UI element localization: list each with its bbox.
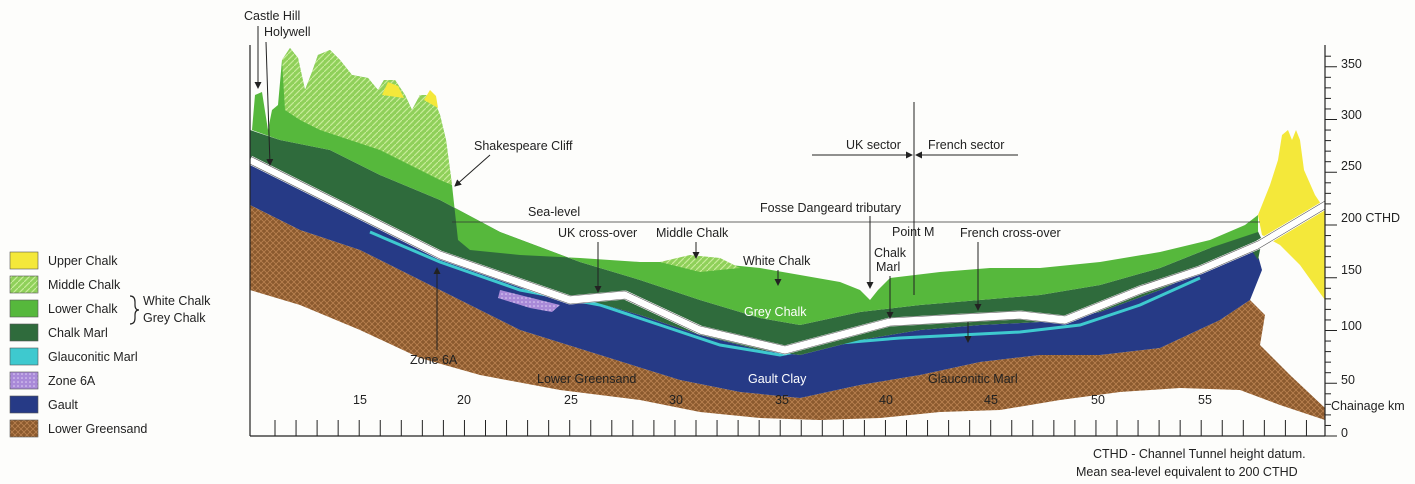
fosse-label: Fosse Dangeard tributary xyxy=(760,201,902,215)
chainage-tick-label: 30 xyxy=(669,393,683,407)
french-sector-label: French sector xyxy=(928,138,1004,152)
height-tick-label: 100 xyxy=(1341,319,1362,333)
legend-label-zone-6a: Zone 6A xyxy=(48,374,96,388)
zone-6a-layer xyxy=(498,290,560,312)
height-tick-labels: 350 300 250 200 CTHD 150 100 50 0 xyxy=(1341,57,1400,440)
chainage-tick-label: 25 xyxy=(564,393,578,407)
height-ticks xyxy=(1325,55,1337,437)
upper-chalk-left-1 xyxy=(382,82,404,98)
grey-chalk-label: Grey Chalk xyxy=(744,305,807,319)
legend-swatch-glauconitic-marl xyxy=(9,347,39,366)
chainage-axis-label: Chainage km xyxy=(1331,399,1405,413)
chalk-marl-layer xyxy=(250,130,1262,355)
uk-sector-label: UK sector xyxy=(846,138,901,152)
legend-label-lower-chalk: Lower Chalk xyxy=(48,302,118,316)
legend-swatch-chalk-marl xyxy=(9,323,39,342)
uk-crossover-label: UK cross-over xyxy=(558,226,637,240)
chainage-tick-label: 15 xyxy=(353,393,367,407)
gault-layer xyxy=(250,160,1262,398)
legend-label-upper-chalk: Upper Chalk xyxy=(48,254,118,268)
height-tick-label: 250 xyxy=(1341,159,1362,173)
chainage-ticks xyxy=(274,420,1307,436)
lower-greensand-layer xyxy=(250,205,1325,420)
legend-label-gault: Gault xyxy=(48,398,78,412)
footnote-line-1: CTHD - Channel Tunnel height datum. xyxy=(1093,447,1306,461)
middle-chalk-label: Middle Chalk xyxy=(656,226,729,240)
tunnel-line xyxy=(247,155,1328,355)
chainage-tick-label: 20 xyxy=(457,393,471,407)
chainage-tick-labels: 15 20 25 30 35 40 45 50 55 xyxy=(353,393,1212,407)
legend-swatch-middle-chalk xyxy=(9,275,39,294)
height-tick-label: 200 CTHD xyxy=(1341,211,1400,225)
chainage-tick-label: 45 xyxy=(984,393,998,407)
shakespeare-cliff-label: Shakespeare Cliff xyxy=(474,139,573,153)
french-crossover-label: French cross-over xyxy=(960,226,1061,240)
legend-swatch-upper-chalk xyxy=(9,251,39,270)
height-tick-label: 350 xyxy=(1341,57,1362,71)
section-layers xyxy=(247,48,1328,420)
white-chalk-label: White Chalk xyxy=(743,254,811,268)
legend-brace-line-1: White Chalk xyxy=(143,294,211,308)
castle-hill-label: Castle Hill xyxy=(244,9,300,23)
lower-greensand-label: Lower Greensand xyxy=(537,372,636,386)
chainage-tick-label: 35 xyxy=(775,393,789,407)
chainage-tick-label: 55 xyxy=(1198,393,1212,407)
legend-brace-line-2: Grey Chalk xyxy=(143,311,206,325)
legend-swatch-lower-chalk xyxy=(9,299,39,318)
legend: Upper Chalk Middle Chalk Lower Chalk Cha… xyxy=(9,251,211,438)
legend-brace xyxy=(129,295,140,325)
chainage-tick-label: 40 xyxy=(879,393,893,407)
height-tick-label: 150 xyxy=(1341,263,1362,277)
legend-swatch-gault xyxy=(9,395,39,414)
gault-clay-label: Gault Clay xyxy=(748,372,807,386)
legend-label-middle-chalk: Middle Chalk xyxy=(48,278,121,292)
legend-label-glauconitic-marl: Glauconitic Marl xyxy=(48,350,138,364)
chalk-marl-label-2: Marl xyxy=(876,260,900,274)
zone-6a-label: Zone 6A xyxy=(410,353,458,367)
chalk-marl-label-1: Chalk xyxy=(874,246,907,260)
upper-chalk-left-2 xyxy=(424,90,438,108)
legend-swatch-lower-greensand xyxy=(9,419,39,438)
height-tick-label: 0 xyxy=(1341,426,1348,440)
glauconitic-marl-label: Glauconitic Marl xyxy=(928,372,1018,386)
height-tick-label: 300 xyxy=(1341,108,1362,122)
height-tick-label: 50 xyxy=(1341,373,1355,387)
middle-chalk-patch xyxy=(660,255,740,272)
upper-chalk-french xyxy=(1258,130,1325,300)
holywell-label: Holywell xyxy=(264,25,311,39)
sea-level-label: Sea-level xyxy=(528,205,580,219)
legend-label-lower-greensand: Lower Greensand xyxy=(48,422,147,436)
middle-chalk-layer xyxy=(282,48,452,185)
legend-swatch-zone-6a xyxy=(9,371,39,390)
footnote-line-2: Mean sea-level equivalent to 200 CTHD xyxy=(1076,465,1298,479)
legend-label-chalk-marl: Chalk Marl xyxy=(48,326,108,340)
chainage-tick-label: 50 xyxy=(1091,393,1105,407)
point-m-label: Point M xyxy=(892,225,934,239)
